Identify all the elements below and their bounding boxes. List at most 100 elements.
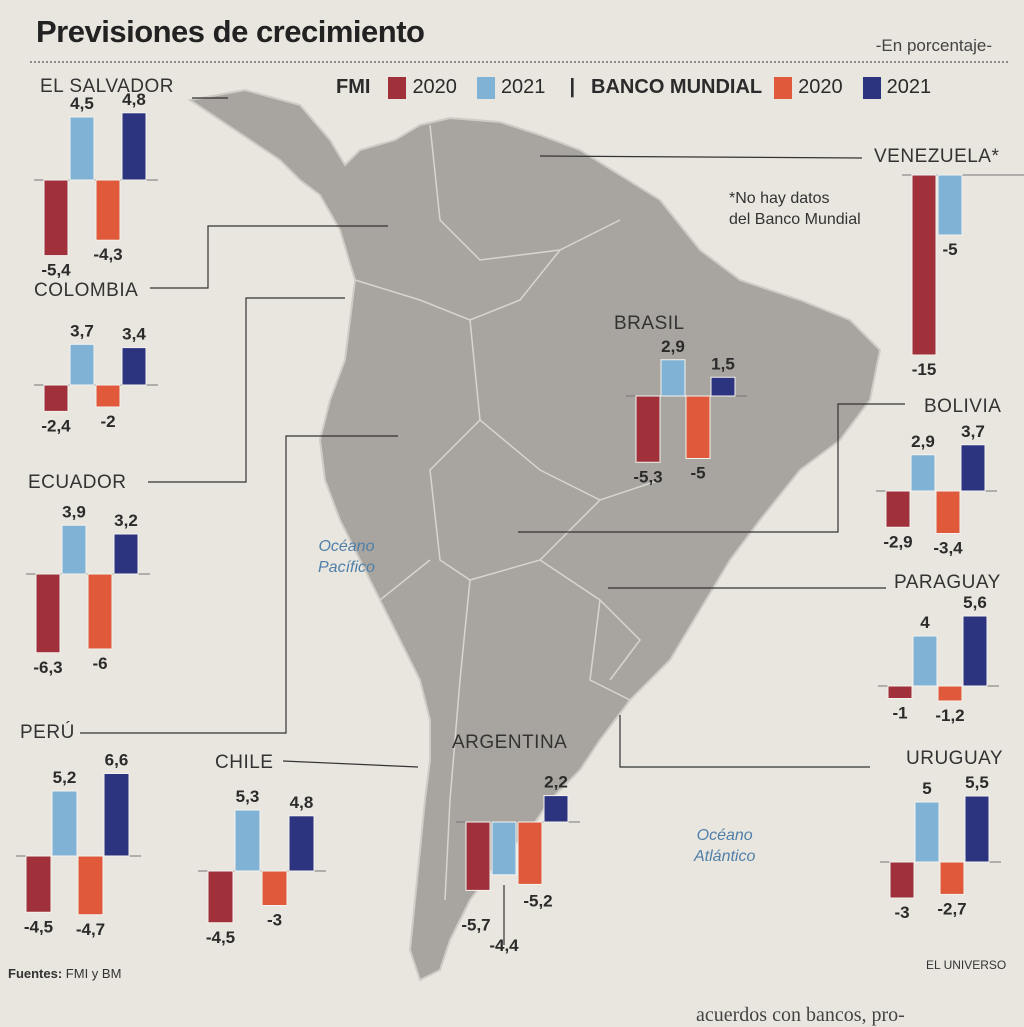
argentina-label-bm-2020: -5,2: [523, 891, 552, 910]
peru-label-bm-2021: 6,6: [105, 751, 129, 770]
ocean-pacific-line1: Océano: [318, 538, 375, 555]
leader-ecuador: [148, 297, 345, 483]
paraguay-label-bm-2020: -1,2: [935, 706, 964, 725]
bolivia-bar-fmi-2021: [910, 454, 936, 492]
legend-fmi-2020: 2020: [412, 76, 457, 98]
colombia-label-bm-2020: -2: [100, 412, 115, 431]
bolivia-label-fmi-2021: 2,9: [911, 432, 935, 451]
venezuela-note-line2: del Banco Mundial: [729, 211, 861, 228]
ecuador-bar-fmi-2021: [61, 524, 87, 575]
colombia-label-fmi-2021: 3,7: [70, 321, 94, 340]
uruguay-label-bm-2021: 5,5: [965, 773, 989, 792]
chile-label-bm-2021: 4,8: [290, 793, 314, 812]
legend-fmi-2021: 2021: [500, 76, 546, 98]
label-venezuela: VENEZUELA*: [874, 146, 1000, 167]
colombia-bar-bm-2020: [95, 384, 121, 408]
brasil-label-bm-2021: 1,5: [711, 354, 735, 373]
peru-label-fmi-2020: -4,5: [24, 917, 53, 936]
el-salvador-bar-fmi-2021: [69, 116, 95, 181]
chile-label-bm-2020: -3: [267, 911, 282, 930]
bolivia-label-bm-2020: -3,4: [933, 539, 963, 558]
brasil-bar-fmi-2020: [635, 395, 661, 463]
chile-bar-fmi-2020: [207, 870, 234, 924]
chile-bar-fmi-2021: [234, 809, 261, 872]
label-bolivia: BOLIVIA: [924, 396, 1002, 417]
label-peru: PERÚ: [20, 722, 75, 743]
paraguay-label-fmi-2020: -1: [892, 704, 907, 723]
venezuela-bar-fmi-2021: [937, 174, 963, 236]
sources: Fuentes: FMI y BM: [8, 966, 121, 981]
label-paraguay: PARAGUAY: [894, 572, 1001, 593]
country-borders: [354, 124, 661, 901]
south-america-map: [187, 88, 882, 982]
argentina-bar-bm-2021: [543, 795, 569, 823]
ecuador-bar-fmi-2020: [35, 573, 61, 654]
chile-bar-bm-2020: [261, 870, 288, 906]
el-salvador-bar-bm-2020: [95, 179, 121, 241]
chile-bar-bm-2021: [288, 815, 315, 872]
venezuela-label-fmi-2020: -15: [912, 360, 937, 379]
el-salvador-label-bm-2020: -4,3: [93, 245, 122, 264]
uruguay-bar-fmi-2020: [889, 861, 915, 899]
label-brasil: BRASIL: [614, 313, 685, 334]
brasil-bar-bm-2020: [685, 395, 711, 459]
venezuela-bar-fmi-2020: [911, 174, 937, 356]
colombia-label-bm-2021: 3,4: [122, 325, 146, 344]
page-title: Previsiones de crecimiento: [36, 14, 425, 49]
bolivia-bar-bm-2021: [960, 444, 986, 492]
legend-swatch-fmi-2021: [476, 76, 495, 99]
uruguay-label-fmi-2021: 5: [922, 779, 931, 798]
label-argentina: ARGENTINA: [452, 732, 568, 753]
el-salvador-label-fmi-2020: -5,4: [41, 261, 71, 280]
el-salvador-bar-fmi-2020: [43, 179, 69, 257]
ecuador-label-fmi-2020: -6,3: [33, 658, 62, 677]
bars-layer: -5,4 4,5 -4,3 4,8 -2,4 3,7 -2 3,4 -6,3 3,9 -6 3,2 -4…: [16, 90, 1024, 955]
uruguay-bar-bm-2021: [964, 795, 990, 863]
ocean-atlantic-line1: Océano: [696, 827, 753, 844]
ocean-pacific: Océano Pacífico: [318, 536, 375, 578]
ecuador-label-bm-2020: -6: [92, 654, 107, 673]
argentina-label-bm-2021: 2,2: [544, 773, 568, 792]
colombia-label-fmi-2020: -2,4: [41, 416, 71, 435]
uruguay-bar-fmi-2021: [914, 801, 940, 863]
brasil-label-bm-2020: -5: [690, 464, 705, 483]
legend-divider: |: [569, 76, 576, 98]
sources-label: Fuentes:: [8, 966, 63, 981]
ocean-atlantic: Océano Atlántico: [694, 825, 755, 867]
legend-swatch-bm-2020: [774, 76, 793, 99]
uruguay-label-bm-2020: -2,7: [937, 899, 966, 918]
ecuador-bar-bm-2021: [113, 533, 139, 575]
peru-bar-fmi-2020: [25, 855, 52, 913]
uruguay-bar-bm-2020: [939, 861, 965, 895]
el-salvador-bar-bm-2021: [121, 112, 147, 181]
el-salvador-label-fmi-2021: 4,5: [70, 94, 94, 113]
map-layer: [187, 88, 882, 982]
leader-chile: [282, 760, 419, 768]
el-salvador-label-bm-2021: 4,8: [122, 90, 146, 109]
bolivia-label-fmi-2020: -2,9: [883, 532, 912, 551]
peru-bar-fmi-2021: [51, 790, 78, 857]
chile-label-fmi-2021: 5,3: [236, 787, 260, 806]
peru-bar-bm-2021: [103, 773, 130, 857]
bolivia-bar-fmi-2020: [885, 490, 911, 528]
uruguay-label-fmi-2020: -3: [894, 903, 909, 922]
venezuela-note-line1: *No hay datos: [729, 190, 830, 207]
leader-venezuela: [539, 155, 863, 159]
label-uruguay: URUGUAY: [906, 748, 1004, 769]
colombia-bar-fmi-2021: [69, 343, 95, 386]
leader-uruguay: [619, 715, 870, 768]
bolivia-bar-bm-2020: [935, 490, 961, 534]
brasil-bar-fmi-2021: [660, 359, 686, 397]
leader-lines: [80, 97, 905, 945]
legend-fmi-label: FMI: [336, 76, 371, 98]
brasil-label-fmi-2021: 2,9: [661, 337, 685, 356]
peru-bar-bm-2020: [77, 855, 104, 916]
argentina-label-fmi-2021: -4,4: [489, 936, 519, 955]
leader-peru: [80, 435, 398, 734]
argentina-bar-fmi-2020: [465, 821, 491, 891]
venezuela-label-fmi-2021: -5: [942, 240, 957, 259]
paraguay-bar-fmi-2021: [912, 635, 938, 687]
paraguay-bar-fmi-2020: [887, 685, 913, 699]
paraguay-label-fmi-2021: 4: [920, 613, 930, 632]
